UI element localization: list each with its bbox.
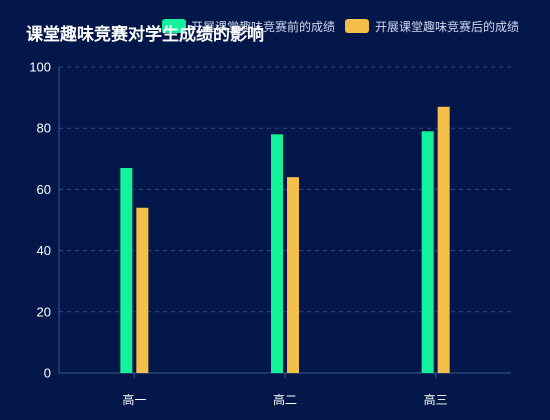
bar-before-3[interactable] (421, 131, 434, 373)
grid-lines (59, 66, 511, 313)
chart-title: 课堂趣味竞赛对学生成绩的影响 (26, 24, 264, 45)
y-tick-label: 20 (37, 304, 51, 319)
y-tick-label: 80 (37, 121, 51, 136)
bars (120, 106, 450, 373)
x-tick-label: 高一 (122, 392, 146, 407)
bar-after-3[interactable] (437, 106, 450, 373)
bar-after-2[interactable] (287, 177, 299, 373)
y-tick-label: 40 (37, 243, 51, 258)
y-tick-label: 100 (29, 60, 51, 75)
bar-before-2[interactable] (271, 134, 283, 373)
legend-item-before[interactable]: 开展课堂趣味竞赛前的成绩 (162, 19, 335, 34)
x-tick-label: 高二 (273, 392, 297, 407)
legend-item-after[interactable]: 开展课堂趣味竞赛后的成绩 (345, 19, 519, 34)
legend: 开展课堂趣味竞赛前的成绩 开展课堂趣味竞赛后的成绩 (162, 19, 519, 34)
x-tick-label: 高三 (424, 392, 448, 407)
legend-swatch-before (162, 19, 186, 33)
bar-before-1[interactable] (120, 167, 133, 373)
legend-label-after: 开展课堂趣味竞赛后的成绩 (375, 19, 519, 34)
bar-after-1[interactable] (136, 207, 149, 373)
axes (58, 67, 511, 378)
legend-label-before: 开展课堂趣味竞赛前的成绩 (191, 19, 335, 34)
y-tick-label: 60 (37, 182, 51, 197)
tick-labels: 0 20 40 60 80 100 高一 高二 高三 (29, 60, 447, 408)
legend-swatch-after (345, 19, 369, 33)
y-tick-label: 0 (44, 366, 51, 381)
